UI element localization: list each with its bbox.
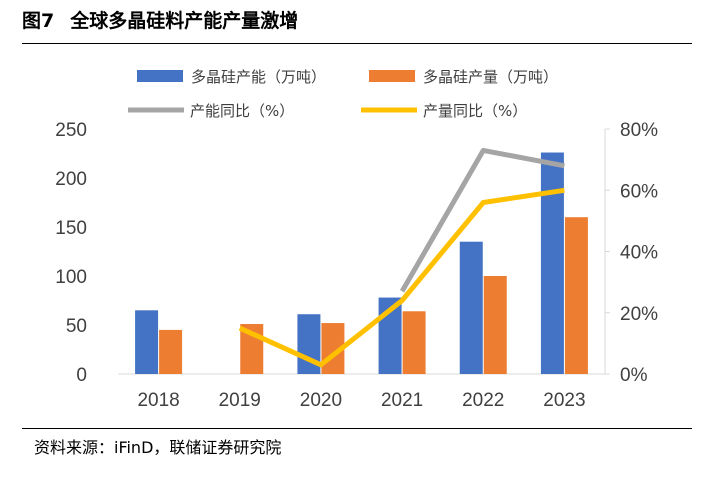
chart-canvas: 0 50 100 150 200 250 0% 20% 40% 60% 80% 2018 2019 202… (55, 68, 658, 411)
chart-axes: 0 50 100 150 200 250 0% 20% 40% 60% 80% 2018 2019 202… (55, 120, 658, 411)
left-y-tick-label: 50 (66, 316, 87, 337)
capacity-bar (459, 241, 483, 374)
legend-production-label: 多晶硅产量（万吨） (423, 68, 558, 86)
legend-capacity-label: 多晶硅产能（万吨） (191, 68, 326, 86)
left-y-tick-label: 150 (55, 218, 87, 239)
figure-title-text: 全球多晶硅料产能产量激增 (70, 10, 299, 32)
left-y-tick-label: 100 (55, 267, 87, 288)
title-rule (22, 43, 692, 44)
capacity-bar (540, 152, 564, 374)
capacity-yoy-line (399, 147, 565, 293)
legend-production-swatch (369, 70, 415, 82)
right-y-tick-label: 40% (620, 243, 658, 264)
figure-label: 图7 (22, 10, 55, 32)
production-bar (483, 276, 507, 374)
x-tick-label: 2020 (300, 390, 342, 411)
legend-capacity-swatch (137, 70, 183, 82)
chart-lines (238, 147, 565, 368)
right-y-tick-label: 60% (620, 181, 658, 202)
right-y-tick-label: 0% (620, 365, 648, 386)
source-rule (22, 428, 692, 429)
left-y-tick-label: 200 (55, 169, 87, 190)
x-tick-label: 2021 (381, 390, 423, 411)
x-tick-label: 2023 (543, 390, 585, 411)
left-y-tick-label: 250 (55, 120, 87, 141)
production-bar (402, 311, 426, 374)
x-tick-label: 2019 (219, 390, 261, 411)
chart-bars (135, 152, 588, 374)
source-note: 资料来源：iFinD，联储证券研究院 (34, 438, 282, 457)
capacity-bar (135, 310, 159, 374)
right-y-tick-label: 80% (620, 120, 658, 141)
x-tick-label: 2018 (137, 390, 179, 411)
figure-title: 图7 全球多晶硅料产能产量激增 (22, 6, 298, 33)
right-y-tick-label: 20% (620, 304, 658, 325)
left-y-tick-label: 0 (76, 365, 87, 386)
legend-production-yoy-label: 产量同比（%） (423, 102, 527, 120)
chart-legend: 多晶硅产能（万吨） 多晶硅产量（万吨） 产能同比（%） 产量同比（%） (128, 68, 558, 120)
production-bar (159, 329, 183, 374)
x-tick-label: 2022 (462, 390, 504, 411)
production-bar (564, 217, 588, 374)
production-yoy-line (238, 187, 565, 368)
legend-capacity-yoy-label: 产能同比（%） (190, 102, 294, 120)
